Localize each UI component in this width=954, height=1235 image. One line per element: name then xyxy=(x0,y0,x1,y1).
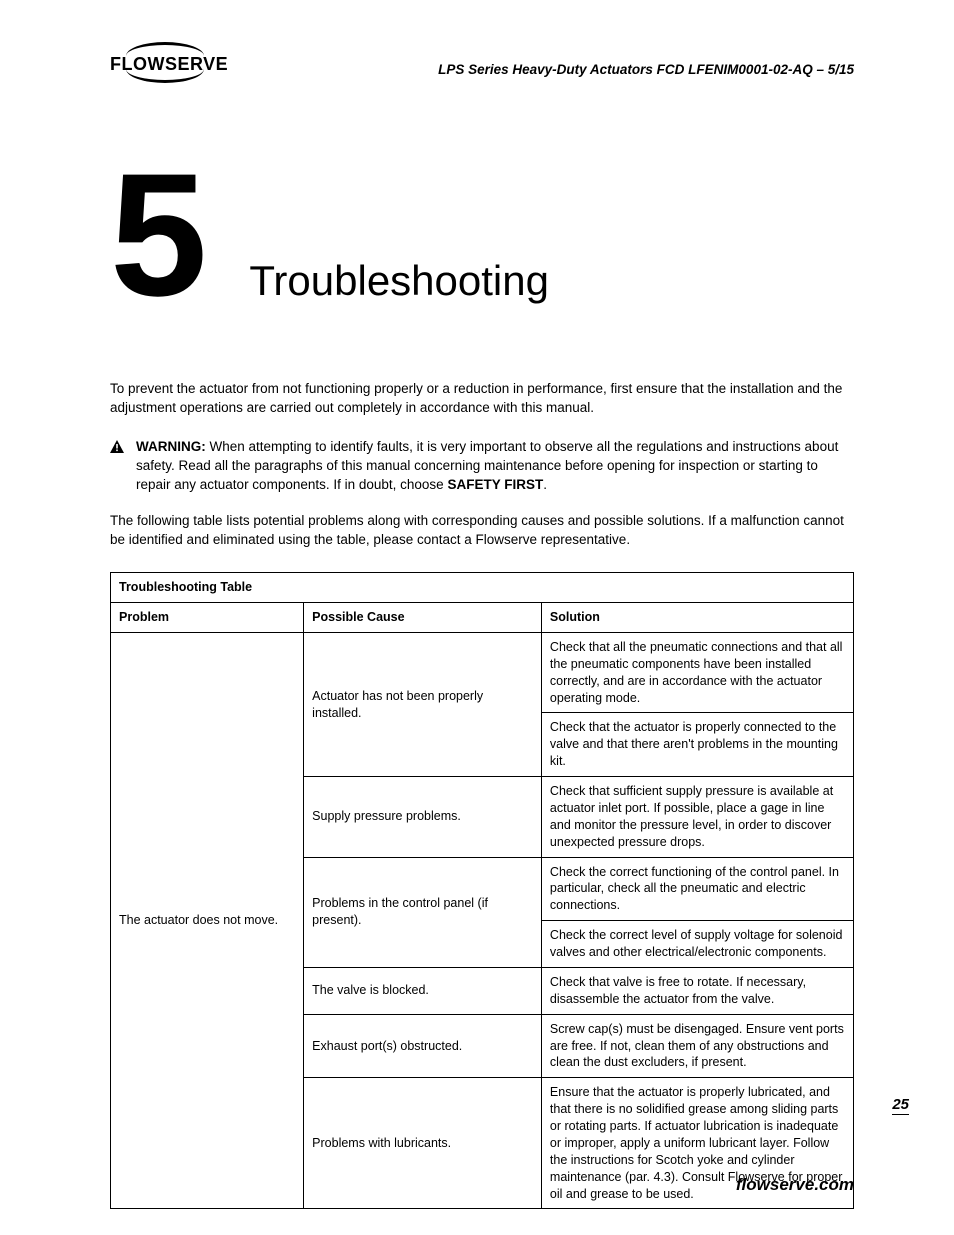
intro-paragraph-1: To prevent the actuator from not functio… xyxy=(110,380,854,418)
cell-solution: Check the correct level of supply voltag… xyxy=(541,921,853,968)
table-title: Troubleshooting Table xyxy=(111,573,854,603)
warning-bold: SAFETY FIRST xyxy=(447,477,543,492)
warning-icon xyxy=(110,440,124,495)
cell-cause: Supply pressure problems. xyxy=(304,777,542,858)
cell-cause: Actuator has not been properly installed… xyxy=(304,632,542,776)
page-number: 25 xyxy=(892,1096,909,1115)
cell-problem: The actuator does not move. xyxy=(111,632,304,1209)
troubleshooting-table: Troubleshooting Table Problem Possible C… xyxy=(110,572,854,1209)
document-title: LPS Series Heavy-Duty Actuators FCD LFEN… xyxy=(438,62,854,77)
cell-cause: Exhaust port(s) obstructed. xyxy=(304,1014,542,1078)
cell-cause: Problems with lubricants. xyxy=(304,1078,542,1209)
cell-solution: Check the correct functioning of the con… xyxy=(541,857,853,921)
cell-cause: The valve is blocked. xyxy=(304,967,542,1014)
warning-body-b: . xyxy=(543,477,547,492)
troubleshooting-table-wrap: Troubleshooting Table Problem Possible C… xyxy=(110,572,854,1209)
table-body: The actuator does not move.Actuator has … xyxy=(111,632,854,1209)
cell-cause: Problems in the control panel (if presen… xyxy=(304,857,542,967)
col-header-problem: Problem xyxy=(111,603,304,633)
footer-url: flowserve.com xyxy=(736,1175,854,1195)
flowserve-logo: FLOWSERVE xyxy=(110,40,220,85)
warning-text: WARNING: When attempting to identify fau… xyxy=(136,438,854,495)
warning-block: WARNING: When attempting to identify fau… xyxy=(110,438,854,495)
page-header: FLOWSERVE LPS Series Heavy-Duty Actuator… xyxy=(110,40,854,85)
chapter-number: 5 xyxy=(110,170,199,301)
cell-solution: Check that sufficient supply pressure is… xyxy=(541,777,853,858)
cell-solution: Screw cap(s) must be disengaged. Ensure … xyxy=(541,1014,853,1078)
cell-solution: Check that valve is free to rotate. If n… xyxy=(541,967,853,1014)
cell-solution: Check that the actuator is properly conn… xyxy=(541,713,853,777)
cell-solution: Check that all the pneumatic connections… xyxy=(541,632,853,713)
col-header-cause: Possible Cause xyxy=(304,603,542,633)
intro-paragraph-2: The following table lists potential prob… xyxy=(110,512,854,550)
table-title-row: Troubleshooting Table xyxy=(111,573,854,603)
col-header-solution: Solution xyxy=(541,603,853,633)
chapter-heading: 5 Troubleshooting xyxy=(110,170,854,305)
warning-label: WARNING: xyxy=(136,439,206,454)
chapter-title: Troubleshooting xyxy=(249,257,549,305)
table-header-row: Problem Possible Cause Solution xyxy=(111,603,854,633)
logo-arc-bottom xyxy=(126,69,204,83)
table-row: The actuator does not move.Actuator has … xyxy=(111,632,854,713)
